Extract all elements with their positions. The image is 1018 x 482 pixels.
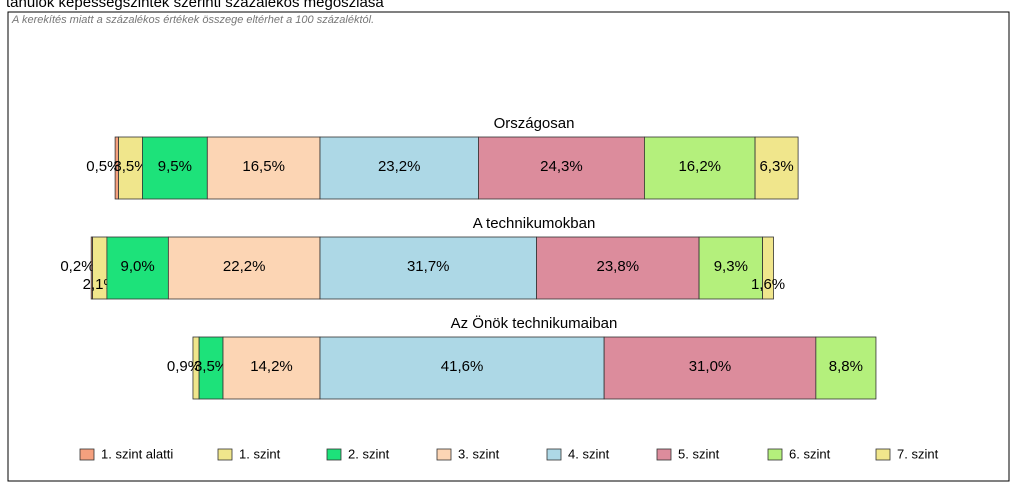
- bar-segment: [206, 136, 321, 200]
- note: A kerekítés miatt a százalékos értékek ö…: [11, 14, 374, 26]
- legend-label: 7. szint: [897, 446, 939, 461]
- bar-segment: [536, 236, 700, 300]
- value-label: 0,9%: [167, 358, 201, 375]
- value-label: 31,7%: [407, 258, 450, 275]
- value-label: 3,5%: [113, 158, 147, 175]
- bar-segment: [106, 236, 169, 300]
- legend-label: 2. szint: [348, 446, 390, 461]
- bar-segment: [319, 236, 537, 300]
- value-label: 6,3%: [759, 158, 793, 175]
- row-title: Az Önök technikumaiban: [451, 314, 618, 332]
- value-label: 23,2%: [378, 158, 421, 175]
- row-title: A technikumokban: [473, 215, 596, 232]
- legend-swatch: [546, 448, 562, 461]
- legend-swatch: [656, 448, 672, 461]
- legend-label: 4. szint: [568, 446, 610, 461]
- value-label: 14,2%: [250, 358, 293, 375]
- legend-swatch: [767, 448, 783, 461]
- value-label: 9,5%: [158, 158, 192, 175]
- value-label: 22,2%: [223, 258, 266, 275]
- value-label: 41,6%: [441, 358, 484, 375]
- chart-title: tanulók képességszintek szerinti százalé…: [6, 0, 384, 11]
- bar-segment: [603, 336, 817, 400]
- value-label: 16,5%: [242, 158, 285, 175]
- value-label: 24,3%: [540, 158, 583, 175]
- bar-segment: [698, 236, 763, 300]
- legend-swatch: [436, 448, 452, 461]
- bar-segment: [762, 236, 774, 300]
- bar-segment: [222, 336, 321, 400]
- value-label: 8,8%: [829, 358, 863, 375]
- legend-label: 3. szint: [458, 446, 500, 461]
- value-label: 3,5%: [194, 358, 228, 375]
- bar-segment: [754, 136, 799, 200]
- legend-swatch: [79, 448, 95, 461]
- legend-swatch: [875, 448, 891, 461]
- bar-segment: [167, 236, 321, 300]
- legend-swatch: [217, 448, 233, 461]
- legend-label: 6. szint: [789, 446, 831, 461]
- value-label: 31,0%: [689, 358, 732, 375]
- legend-label: 1. szint alatti: [101, 446, 173, 461]
- bar-segment: [644, 136, 756, 200]
- bar-segment: [815, 336, 877, 400]
- value-label: 16,2%: [678, 158, 721, 175]
- value-label: 9,3%: [714, 258, 748, 275]
- legend-label: 5. szint: [678, 446, 720, 461]
- legend-label: 1. szint: [239, 446, 281, 461]
- bar-segment: [142, 136, 208, 200]
- value-label: 0,2%: [60, 258, 94, 275]
- value-label: 23,8%: [597, 258, 640, 275]
- value-label: 1,6%: [751, 276, 785, 293]
- legend-swatch: [326, 448, 342, 461]
- value-label: 9,0%: [121, 258, 155, 275]
- row-title: Országosan: [494, 115, 575, 132]
- value-label: 0,5%: [86, 158, 120, 175]
- bar-segment: [319, 336, 605, 400]
